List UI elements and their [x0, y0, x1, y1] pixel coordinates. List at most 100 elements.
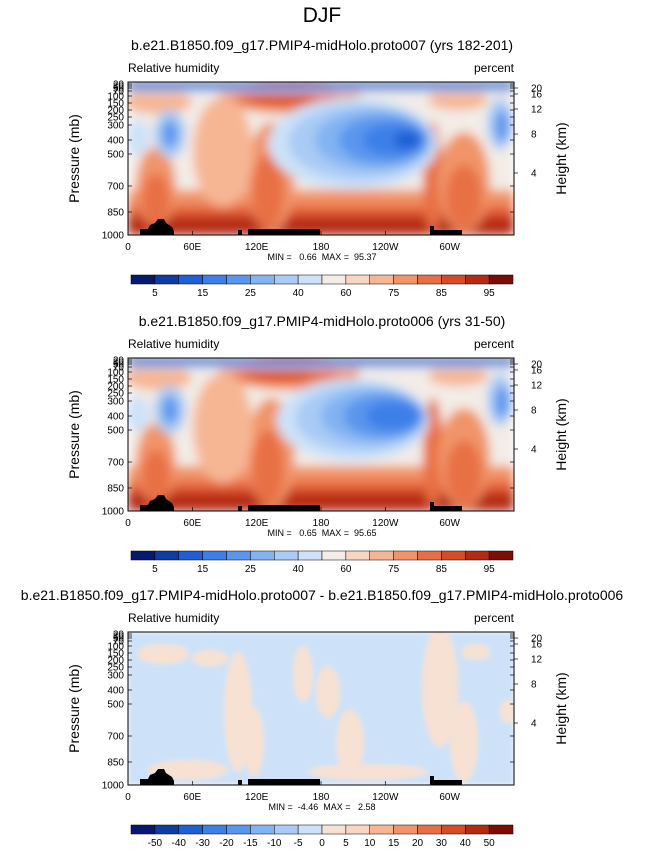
colorbar-swatch	[178, 274, 203, 285]
contour-region	[428, 90, 488, 110]
y-axis-label: Pressure (mb)	[66, 114, 82, 203]
y-tick-label: 100	[107, 642, 124, 653]
height-tick-label: 4	[531, 719, 537, 730]
height-tick-label: 8	[531, 680, 537, 691]
y-axis-label-right: Height (km)	[553, 398, 569, 470]
strat-dry	[128, 91, 514, 93]
colorbar-label: 40	[293, 288, 305, 299]
y-axis-label: Pressure (mb)	[66, 390, 82, 479]
colorbar-swatch	[297, 274, 323, 285]
colorbar-swatch	[250, 274, 275, 285]
contour-region	[162, 396, 178, 424]
x-tick-label: 120E	[245, 792, 269, 803]
colorbar-swatch	[274, 274, 299, 285]
colorbar-swatch	[345, 824, 370, 835]
contour-region	[495, 386, 509, 418]
y-tick-label: 1000	[102, 507, 125, 518]
contour-region	[316, 666, 340, 718]
y-tick-label: 850	[107, 484, 124, 495]
contour-region	[336, 710, 364, 774]
colorbar-label: 85	[436, 288, 448, 299]
contour-region	[394, 131, 422, 149]
strat-dry	[128, 367, 514, 369]
x-tick-label: 180	[313, 518, 330, 529]
colorbar-swatch	[417, 550, 442, 561]
y-tick-label: 30	[113, 82, 125, 93]
y-tick-label: 300	[107, 671, 124, 682]
chart-title: b.e21.B1850.f09_g17.PMIP4-midHolo.proto0…	[21, 587, 624, 603]
colorbar-swatch	[488, 274, 514, 285]
terrain-mask	[432, 780, 462, 785]
right-label: percent	[474, 611, 515, 625]
colorbar-label: 5	[152, 564, 158, 575]
contour-region	[142, 174, 170, 226]
colorbar-swatch	[345, 274, 370, 285]
contour-region	[500, 700, 514, 724]
x-tick-label: 0	[125, 242, 131, 253]
x-tick-label: 60E	[183, 792, 201, 803]
colorbar-label: 40	[293, 564, 305, 575]
moist-layer	[128, 218, 514, 235]
height-tick-label: 20	[531, 634, 543, 645]
strat-dry	[128, 361, 514, 364]
contour-fill	[128, 358, 514, 511]
height-tick-label: 16	[531, 640, 543, 651]
contour-region	[308, 764, 428, 780]
contour-region	[128, 366, 192, 390]
height-tick-label: 8	[531, 130, 537, 141]
x-tick-label: 120E	[245, 518, 269, 529]
y-tick-label: 70	[113, 87, 125, 98]
x-tick-label: 180	[313, 242, 330, 253]
y-tick-label: 20	[113, 356, 125, 367]
contour-region	[252, 430, 284, 506]
x-tick-label: 120W	[372, 518, 399, 529]
y-axis-label: Pressure (mb)	[66, 664, 82, 753]
colorbar-swatch	[321, 550, 347, 561]
terrain-mask	[238, 506, 242, 511]
chart-panel-1: b.e21.B1850.f09_g17.PMIP4-midHolo.proto0…	[66, 37, 569, 299]
colorbar-label: 85	[436, 564, 448, 575]
strat-dry	[128, 358, 514, 361]
colorbar-swatch	[154, 274, 179, 285]
colorbar-swatch	[226, 824, 251, 835]
contour-region	[244, 707, 264, 777]
contour-fill	[128, 82, 514, 235]
contour-region	[128, 120, 150, 156]
contour-region	[422, 632, 458, 747]
y-tick-label: 850	[107, 208, 124, 219]
y-tick-label: 500	[107, 700, 124, 711]
terrain-mask	[140, 219, 174, 235]
colorbar-swatch	[154, 550, 179, 561]
colorbar-swatch	[321, 274, 347, 285]
contour-field	[128, 632, 514, 785]
y-tick-label: 100	[107, 368, 124, 379]
y-tick-label: 250	[107, 113, 124, 124]
right-label: percent	[474, 61, 515, 75]
colorbar-swatch	[178, 824, 203, 835]
height-tick-label: 20	[531, 360, 543, 371]
contour-region	[128, 396, 150, 432]
terrain-mask	[432, 230, 462, 235]
x-tick-label: 60W	[439, 518, 460, 529]
colorbar-label: -10	[267, 838, 282, 849]
y-tick-label: 250	[107, 663, 124, 674]
contour-region	[446, 165, 482, 229]
colorbar-label: 75	[388, 288, 400, 299]
colorbar-label: 95	[484, 288, 496, 299]
colorbar-swatch	[369, 274, 394, 285]
colorbar-label: 15	[388, 838, 400, 849]
colorbar-label: 75	[388, 564, 400, 575]
contour-region	[193, 97, 253, 207]
contour-fill	[128, 632, 514, 785]
contour-region	[128, 90, 192, 114]
contour-region	[293, 646, 313, 702]
contour-region	[446, 441, 482, 505]
y-tick-label: 500	[107, 426, 124, 437]
y-tick-label: 300	[107, 397, 124, 408]
x-tick-label: 180	[313, 792, 330, 803]
colorbar-swatch	[130, 274, 156, 285]
y-tick-label: 30	[113, 358, 125, 369]
strat-dry	[128, 82, 514, 85]
y-tick-label: 150	[107, 375, 124, 386]
